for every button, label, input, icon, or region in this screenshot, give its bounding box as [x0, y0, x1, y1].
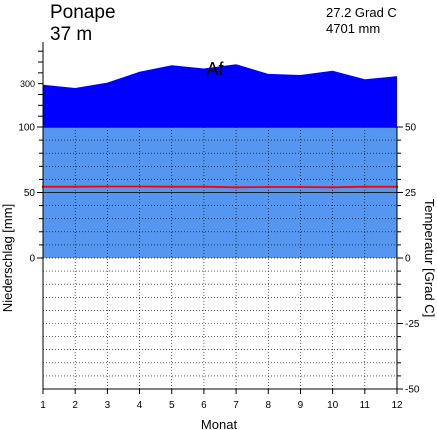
x-tick-label: 12	[391, 400, 403, 411]
right-tick-label: -50	[405, 385, 420, 396]
temperature-point	[299, 185, 302, 189]
temperature-point	[106, 185, 109, 188]
left-tick-label: 300	[20, 79, 35, 89]
x-tick-label: 3	[105, 400, 111, 411]
climate-class: Af	[206, 59, 224, 79]
left-tick-label: 0	[29, 254, 35, 265]
x-tick-label: 9	[298, 400, 304, 411]
temperature-point	[267, 185, 270, 189]
right-tick-label: 50	[405, 123, 417, 134]
mean-temperature: 27.2 Grad C	[326, 5, 397, 20]
temperature-point	[363, 185, 367, 188]
left-axis-label: Niederschlag [mm]	[0, 204, 15, 312]
precipitation-upper-area	[43, 64, 397, 127]
right-tick-label: 0	[405, 254, 411, 265]
left-tick-label: 100	[18, 123, 35, 134]
x-tick-label: 8	[265, 400, 271, 411]
annual-precipitation: 4701 mm	[326, 21, 380, 36]
grid-layer	[43, 126, 397, 390]
x-tick-label: 11	[360, 400, 371, 411]
x-tick-label: 4	[137, 400, 143, 411]
right-tick-label: -25	[405, 319, 420, 330]
x-tick-label: 2	[72, 400, 78, 411]
temperature-line	[43, 185, 397, 189]
temperature-point	[170, 185, 173, 188]
background-layer	[43, 64, 397, 258]
x-tick-label: 1	[40, 400, 46, 411]
right-axis-label: Temperatur [Grad C]	[422, 199, 437, 318]
x-tick-label: 10	[327, 400, 339, 411]
x-tick-label: 7	[233, 400, 239, 411]
x-axis-label: Monat	[201, 417, 238, 430]
series-layer	[41, 126, 399, 189]
station-elevation: 37 m	[50, 24, 92, 45]
temperature-point	[234, 186, 238, 189]
temperature-point	[331, 186, 334, 189]
x-tick-label: 5	[169, 400, 175, 411]
station-name: Ponape	[50, 2, 116, 23]
temperature-point	[202, 185, 206, 188]
right-tick-label: 25	[405, 188, 417, 199]
temperature-point	[138, 185, 141, 188]
left-tick-label: 50	[24, 188, 36, 199]
temperature-point	[73, 185, 77, 188]
x-tick-label: 6	[201, 400, 207, 411]
